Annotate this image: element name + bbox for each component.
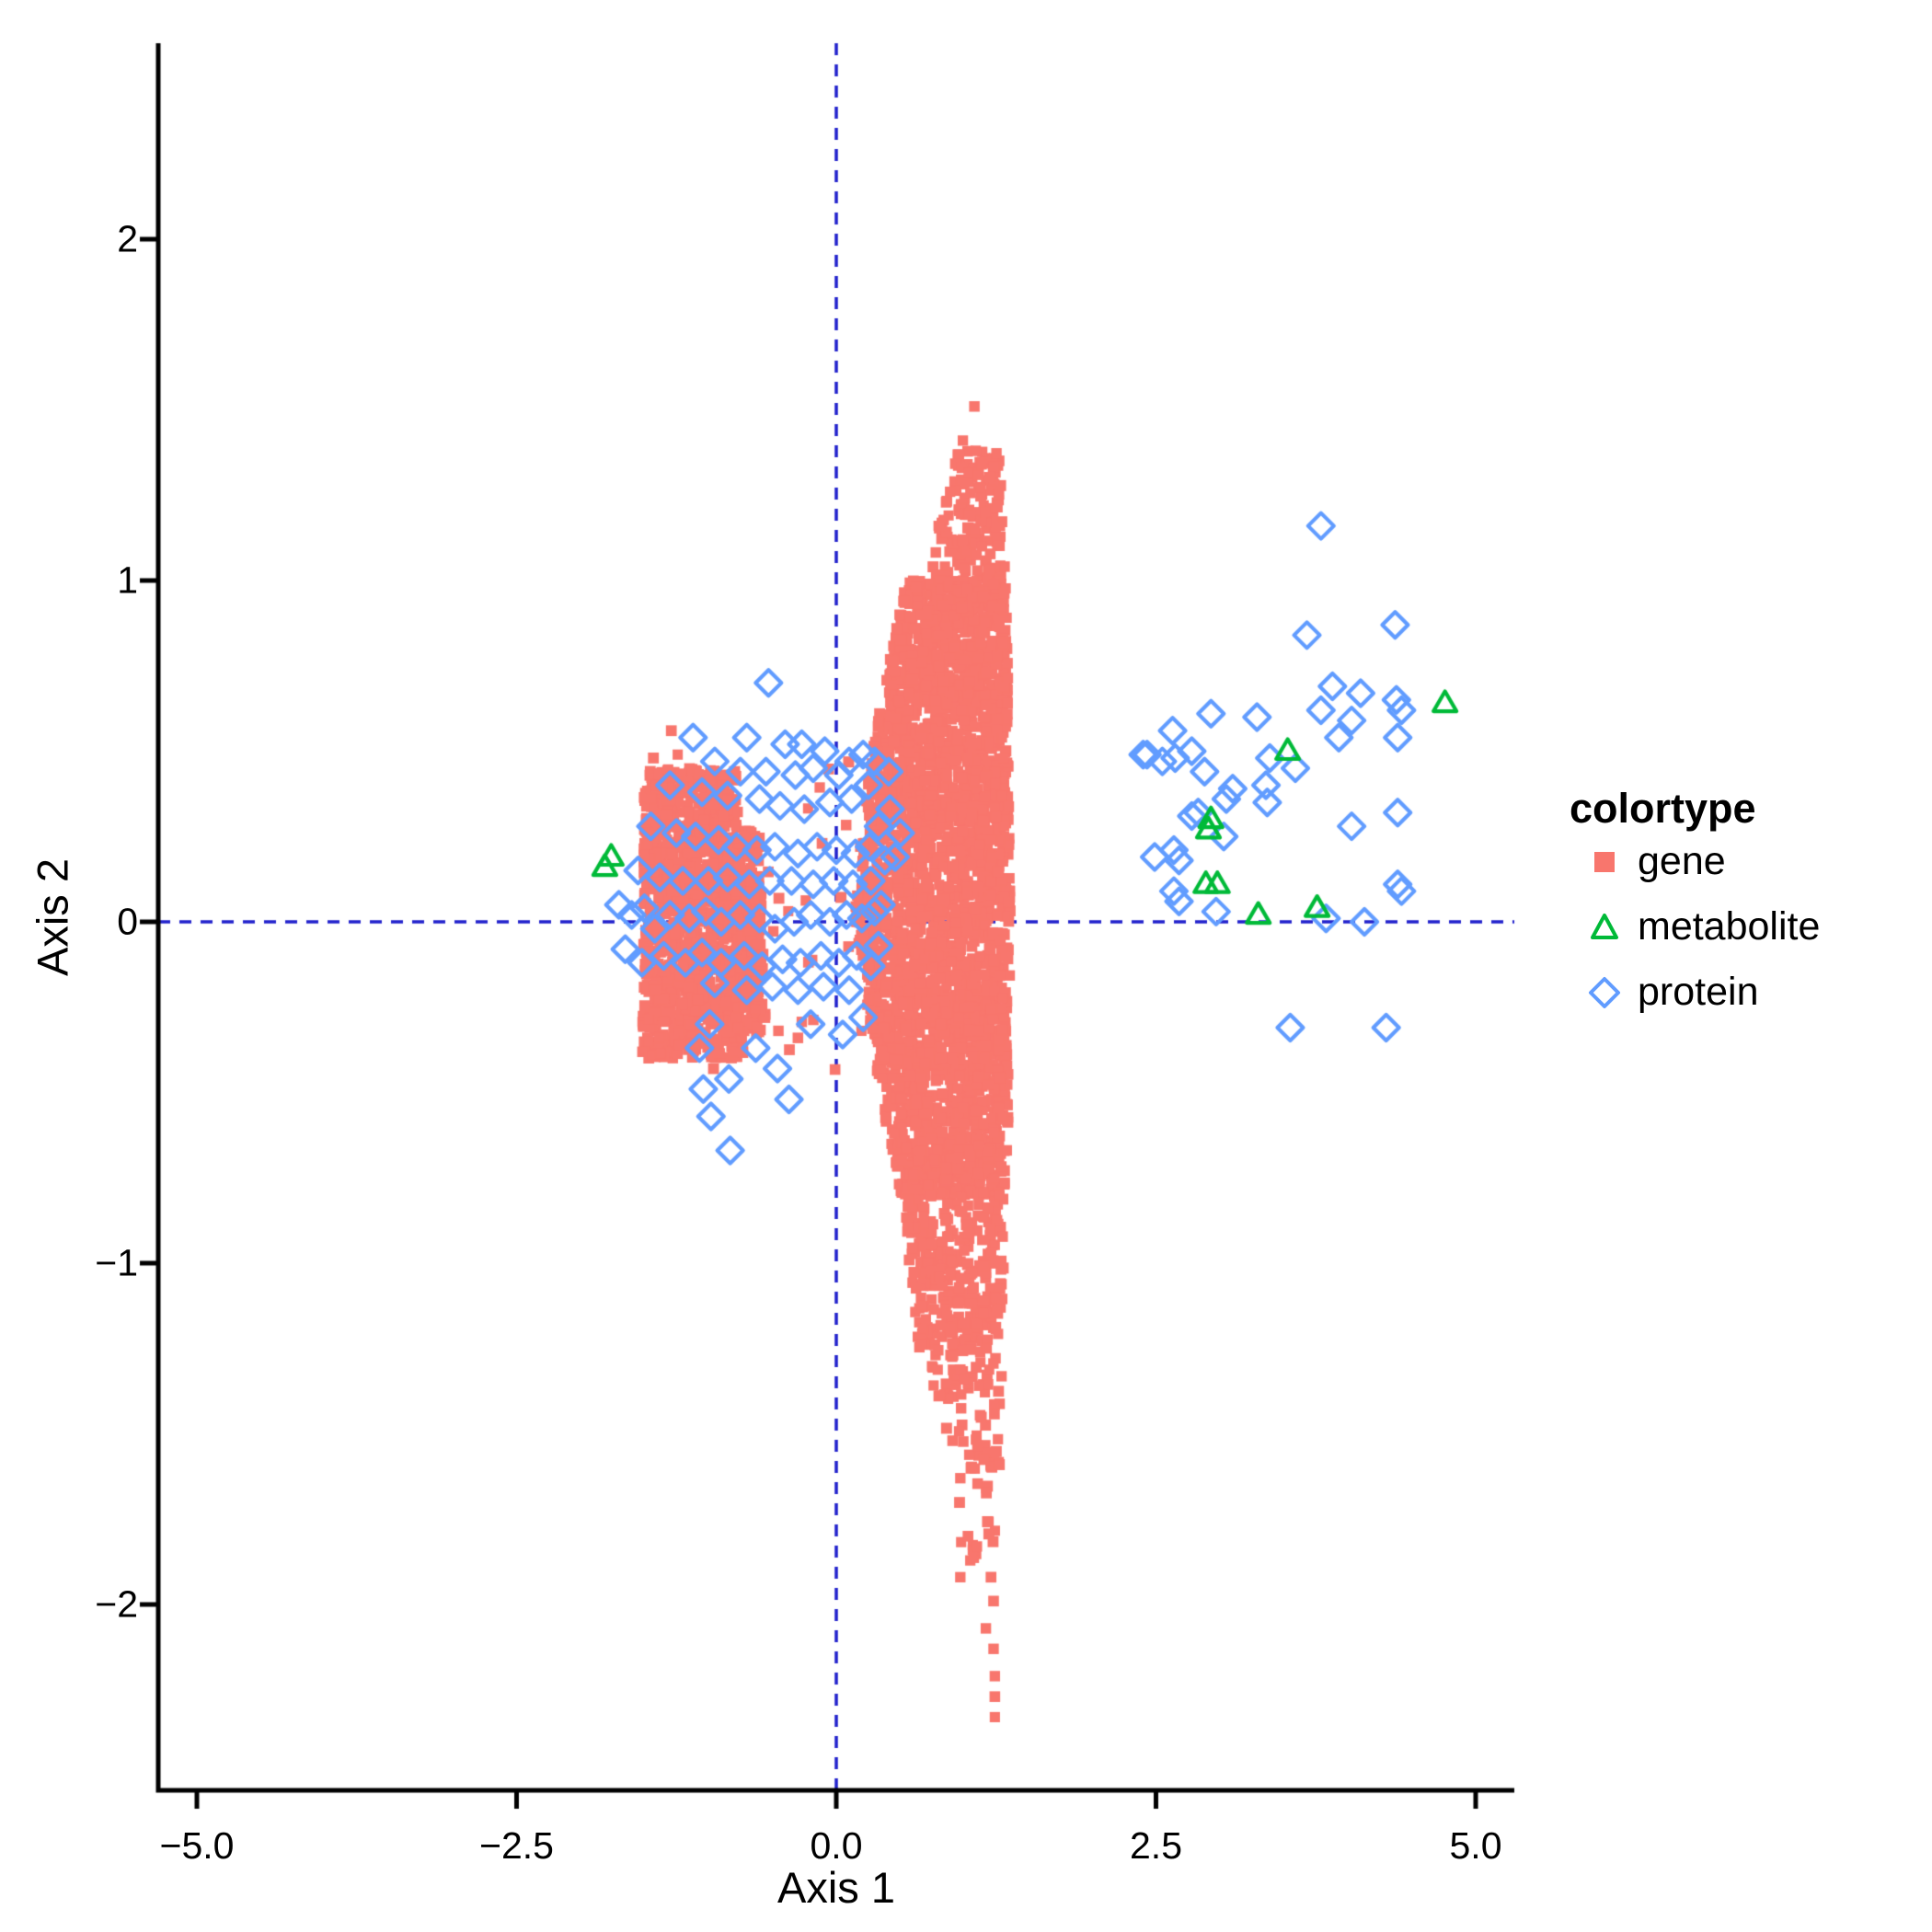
x-tick-label: 0.0 xyxy=(810,1824,863,1867)
y-tick-label: 1 xyxy=(117,558,138,602)
x-tick-label: 5.0 xyxy=(1449,1824,1502,1867)
legend-item-metabolite: metabolite xyxy=(1564,894,1820,960)
y-tick-label: −2 xyxy=(95,1582,138,1626)
legend-label-metabolite: metabolite xyxy=(1638,904,1821,949)
x-axis-title: Axis 1 xyxy=(777,1863,895,1912)
legend-title: colortype xyxy=(1570,785,1756,832)
x-tick-label: −5.0 xyxy=(159,1824,235,1867)
x-tick-label: −2.5 xyxy=(479,1824,554,1867)
legend-label-gene: gene xyxy=(1638,839,1726,883)
legend: colortype gene metabolite protein xyxy=(1564,788,1820,1025)
y-tick-label: 2 xyxy=(117,217,138,260)
y-tick-label: 0 xyxy=(117,900,138,943)
metabolite-open-triangle-icon xyxy=(1586,909,1623,946)
y-tick-label: −1 xyxy=(95,1241,138,1284)
protein-open-diamond-icon xyxy=(1586,974,1623,1011)
legend-item-gene: gene xyxy=(1564,829,1820,894)
y-axis-title: Axis 2 xyxy=(28,858,77,976)
gene-filled-square-icon xyxy=(1586,844,1623,880)
legend-label-protein: protein xyxy=(1638,970,1759,1014)
x-tick-label: 2.5 xyxy=(1130,1824,1182,1867)
legend-item-protein: protein xyxy=(1564,960,1820,1025)
